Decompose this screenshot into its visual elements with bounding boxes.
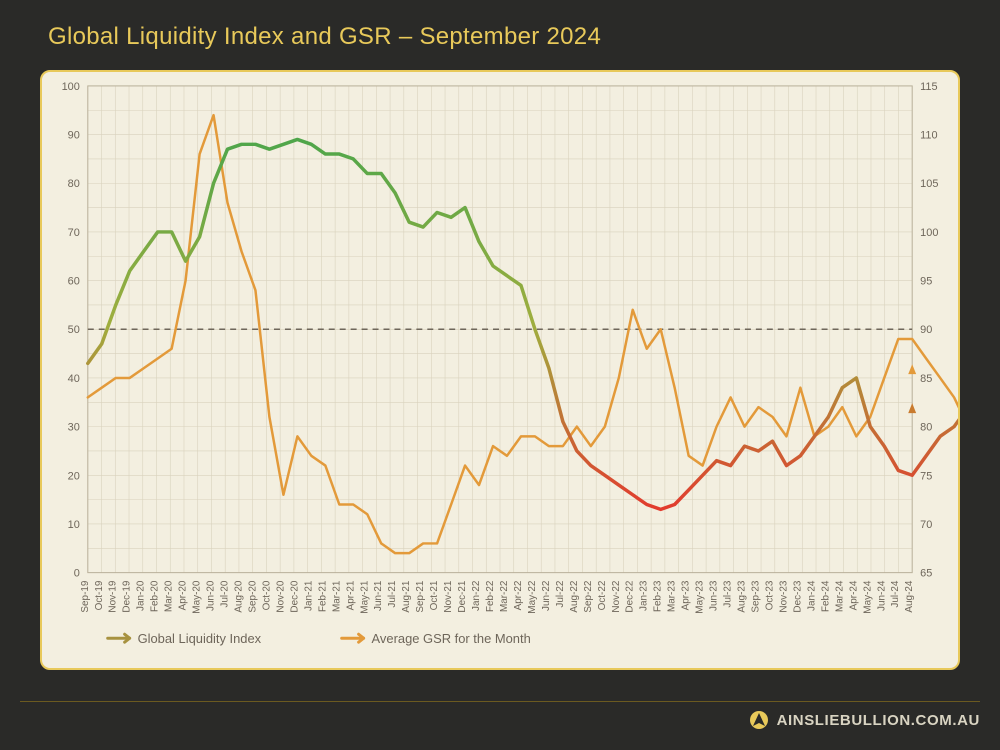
svg-text:Feb-23: Feb-23 xyxy=(653,580,664,612)
svg-text:Aug-20: Aug-20 xyxy=(233,580,244,612)
chart-title: Global Liquidity Index and GSR – Septemb… xyxy=(48,23,980,51)
svg-text:100: 100 xyxy=(920,227,938,239)
chart-svg: 0 10 20 30 40 50 60 70 80 90 100 65 70 75 80 85 90 95 100 1… xyxy=(42,72,958,668)
svg-text:75: 75 xyxy=(920,470,932,482)
svg-text:Sep-19: Sep-19 xyxy=(80,580,91,612)
brand-logo-icon xyxy=(749,710,769,730)
brand-site-text: AINSLIEBULLION.COM.AU xyxy=(777,712,980,729)
svg-text:Dec-19: Dec-19 xyxy=(122,580,133,612)
svg-text:Jun-24: Jun-24 xyxy=(876,580,887,611)
plot-area: 0 10 20 30 40 50 60 70 80 90 100 65 70 75 80 85 90 95 100 1… xyxy=(40,70,960,670)
svg-text:Oct-23: Oct-23 xyxy=(764,580,775,610)
svg-text:Apr-22: Apr-22 xyxy=(513,580,524,610)
svg-text:Average GSR for the Month: Average GSR for the Month xyxy=(372,631,531,646)
svg-text:Mar-21: Mar-21 xyxy=(331,580,342,612)
svg-text:Feb-20: Feb-20 xyxy=(150,580,161,612)
svg-text:30: 30 xyxy=(68,422,80,434)
svg-text:85: 85 xyxy=(920,373,932,385)
x-axis-labels: Sep-19Oct-19Nov-19Dec-19Jan-20Feb-20Mar-… xyxy=(80,580,915,614)
svg-text:Jul-23: Jul-23 xyxy=(723,580,734,608)
end-arrow-icon xyxy=(908,364,916,374)
svg-text:Jan-20: Jan-20 xyxy=(136,580,147,611)
series-gli xyxy=(88,139,958,509)
svg-text:Aug-21: Aug-21 xyxy=(401,580,412,612)
svg-text:Nov-19: Nov-19 xyxy=(108,580,119,612)
svg-text:Sep-22: Sep-22 xyxy=(583,580,594,612)
svg-text:100: 100 xyxy=(62,81,80,93)
svg-text:Oct-22: Oct-22 xyxy=(597,580,608,610)
svg-text:95: 95 xyxy=(920,276,932,288)
series-gsr xyxy=(88,115,958,553)
svg-text:40: 40 xyxy=(68,373,80,385)
svg-text:Nov-20: Nov-20 xyxy=(275,580,286,612)
svg-text:Mar-20: Mar-20 xyxy=(164,580,175,612)
svg-text:65: 65 xyxy=(920,568,932,580)
svg-text:May-20: May-20 xyxy=(192,580,203,614)
svg-text:Dec-23: Dec-23 xyxy=(792,580,803,612)
svg-text:Aug-23: Aug-23 xyxy=(737,580,748,612)
svg-text:Jun-20: Jun-20 xyxy=(206,580,217,611)
legend: Global Liquidity Index Average GSR for th… xyxy=(108,631,531,646)
svg-text:Jan-22: Jan-22 xyxy=(471,580,482,611)
svg-text:Jul-22: Jul-22 xyxy=(555,580,566,608)
svg-text:Nov-21: Nov-21 xyxy=(443,580,454,612)
svg-text:Sep-23: Sep-23 xyxy=(750,580,761,612)
svg-text:50: 50 xyxy=(68,324,80,336)
svg-text:70: 70 xyxy=(920,519,932,531)
svg-text:90: 90 xyxy=(920,324,932,336)
svg-text:May-23: May-23 xyxy=(695,580,706,614)
svg-text:Mar-22: Mar-22 xyxy=(499,580,510,612)
svg-text:Dec-21: Dec-21 xyxy=(457,580,468,612)
svg-text:Jul-21: Jul-21 xyxy=(387,580,398,608)
chart-frame: Global Liquidity Index and GSR – Septemb… xyxy=(20,15,980,695)
svg-text:Nov-23: Nov-23 xyxy=(778,580,789,612)
svg-text:Jun-22: Jun-22 xyxy=(541,580,552,611)
svg-text:110: 110 xyxy=(920,130,937,142)
svg-text:Jul-24: Jul-24 xyxy=(890,580,901,608)
svg-text:Feb-22: Feb-22 xyxy=(485,580,496,612)
svg-text:10: 10 xyxy=(68,519,80,531)
svg-text:70: 70 xyxy=(68,227,80,239)
svg-text:20: 20 xyxy=(68,470,80,482)
svg-text:Jan-24: Jan-24 xyxy=(806,580,817,611)
svg-text:Sep-20: Sep-20 xyxy=(247,580,258,612)
svg-text:105: 105 xyxy=(920,178,938,190)
svg-text:Oct-21: Oct-21 xyxy=(429,580,440,610)
svg-text:Aug-22: Aug-22 xyxy=(569,580,580,612)
svg-text:115: 115 xyxy=(920,81,937,93)
svg-text:Feb-24: Feb-24 xyxy=(820,580,831,612)
svg-text:80: 80 xyxy=(920,422,932,434)
svg-text:Jun-21: Jun-21 xyxy=(373,580,384,611)
svg-text:Jul-20: Jul-20 xyxy=(220,580,231,608)
svg-text:90: 90 xyxy=(68,130,80,142)
footer: AINSLIEBULLION.COM.AU xyxy=(20,701,980,738)
svg-text:Mar-24: Mar-24 xyxy=(834,580,845,612)
svg-text:Dec-22: Dec-22 xyxy=(625,580,636,612)
svg-text:Apr-23: Apr-23 xyxy=(681,580,692,610)
svg-text:Sep-21: Sep-21 xyxy=(415,580,426,612)
svg-text:Jan-23: Jan-23 xyxy=(639,580,650,611)
svg-text:Mar-23: Mar-23 xyxy=(667,580,678,612)
svg-text:May-24: May-24 xyxy=(862,580,873,614)
svg-text:Feb-21: Feb-21 xyxy=(317,580,328,612)
svg-text:May-22: May-22 xyxy=(527,580,538,614)
svg-text:Apr-24: Apr-24 xyxy=(848,580,859,610)
svg-text:Oct-19: Oct-19 xyxy=(94,580,105,610)
svg-text:80: 80 xyxy=(68,178,80,190)
svg-text:Jan-21: Jan-21 xyxy=(303,580,314,611)
svg-text:Apr-21: Apr-21 xyxy=(345,580,356,610)
svg-text:Nov-22: Nov-22 xyxy=(611,580,622,612)
svg-text:60: 60 xyxy=(68,276,80,288)
end-arrow-icon xyxy=(908,403,916,413)
svg-text:Aug-24: Aug-24 xyxy=(904,580,915,612)
svg-text:Oct-20: Oct-20 xyxy=(261,580,272,610)
svg-text:Apr-20: Apr-20 xyxy=(178,580,189,610)
svg-text:Dec-20: Dec-20 xyxy=(289,580,300,612)
svg-text:Global Liquidity Index: Global Liquidity Index xyxy=(138,631,262,646)
svg-text:0: 0 xyxy=(74,568,80,580)
svg-text:Jun-23: Jun-23 xyxy=(709,580,720,611)
svg-text:May-21: May-21 xyxy=(359,580,370,614)
